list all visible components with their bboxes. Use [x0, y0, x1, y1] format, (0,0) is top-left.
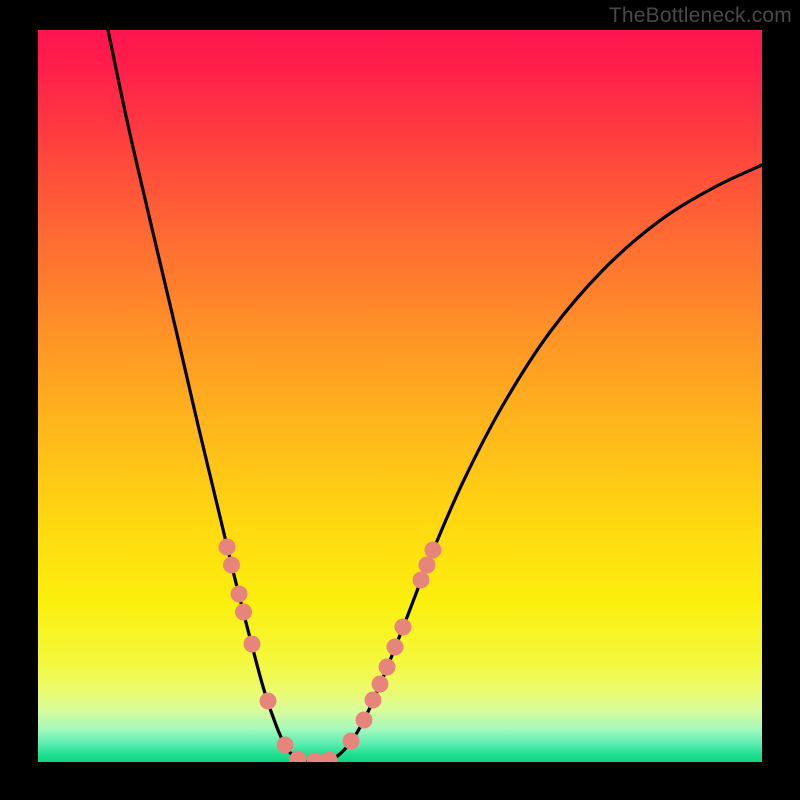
- marker-dot: [379, 659, 396, 676]
- marker-dot: [219, 539, 236, 556]
- watermark-text: TheBottleneck.com: [609, 4, 792, 28]
- plot-area: [38, 30, 762, 762]
- marker-dot: [343, 733, 360, 750]
- marker-dot: [395, 619, 412, 636]
- root-canvas: TheBottleneck.com: [0, 0, 800, 800]
- marker-dot: [387, 639, 404, 656]
- marker-dot: [356, 712, 373, 729]
- marker-dot: [231, 586, 248, 603]
- marker-dot: [235, 604, 252, 621]
- bottleneck-curve: [108, 30, 762, 761]
- marker-dot: [223, 557, 240, 574]
- marker-dot: [290, 751, 307, 763]
- marker-dot: [413, 572, 430, 589]
- marker-dot: [372, 676, 389, 693]
- marker-dot: [321, 752, 338, 763]
- marker-dot: [425, 542, 442, 559]
- marker-dot: [260, 693, 277, 710]
- curve-overlay: [38, 30, 762, 762]
- marker-dot: [365, 692, 382, 709]
- marker-dot: [244, 636, 261, 653]
- marker-dot: [277, 737, 294, 754]
- marker-dot: [419, 557, 436, 574]
- markers-group: [219, 539, 442, 763]
